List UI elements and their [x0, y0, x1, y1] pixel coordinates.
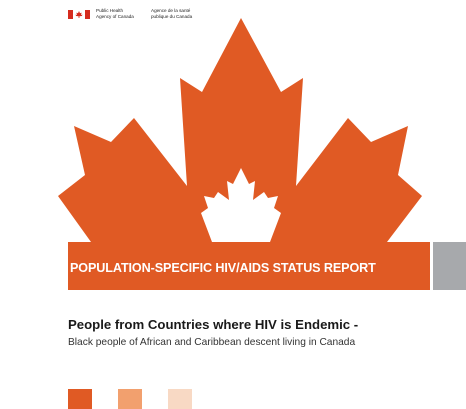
page-title: People from Countries where HIV is Endem… [68, 317, 359, 332]
small-white-maple-leaf [201, 168, 281, 242]
swatch-dark-orange [68, 389, 92, 409]
canada-flag-icon [68, 10, 90, 19]
grey-side-tab [433, 242, 466, 290]
agency-name-english: Public Health Agency of Canada [96, 8, 148, 19]
agency-en-line1: Public Health [96, 8, 124, 13]
report-type-title: POPULATION-SPECIFIC HIV/AIDS STATUS REPO… [70, 261, 376, 275]
page-subtitle: Black people of African and Caribbean de… [68, 337, 356, 348]
report-title-band [68, 242, 430, 290]
agency-name-french: Agence de la santé publique du Canada [151, 8, 211, 19]
government-header: Public Health Agency of Canada Agence de… [68, 8, 211, 24]
swatch-pale-orange [168, 389, 192, 409]
agency-en-line2: Agency of Canada [96, 13, 134, 19]
maple-leaf-shape [58, 18, 422, 242]
agency-fr-line1: Agence de la santé [151, 8, 191, 13]
swatch-light-orange [118, 389, 142, 409]
agency-fr-line2: publique du Canada [151, 13, 193, 19]
